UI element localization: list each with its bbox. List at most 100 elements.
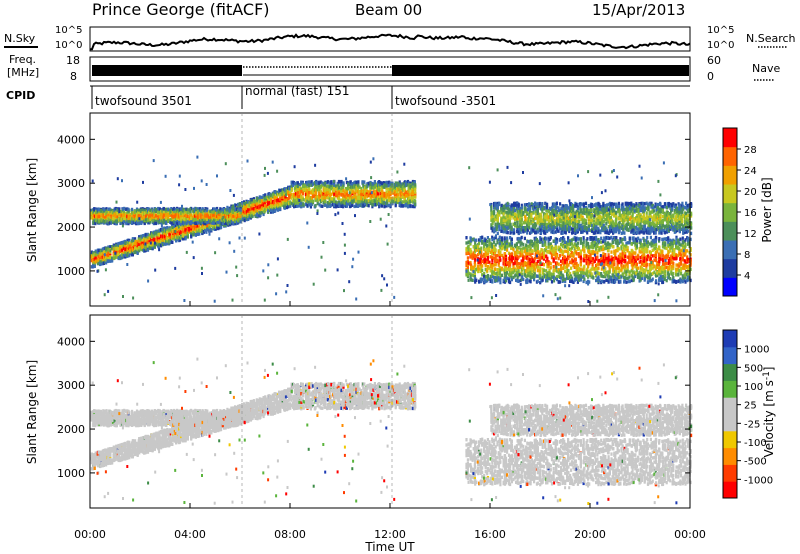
power-cell [128,208,130,211]
power-cell [145,233,147,236]
power-cell [123,207,125,210]
power-cell [465,241,467,244]
power-cell [277,208,279,211]
power-cell [347,199,349,202]
noise-panel: N.Sky 10^5 10^0 10^5 10^0 N.Search [4,25,796,51]
power-cell [409,204,411,207]
power-cell [129,248,131,251]
power-cell [297,185,299,188]
power-cell [163,207,165,210]
power-cell [267,203,269,206]
power-cell [303,198,305,201]
power-cell [145,238,147,241]
power-cell [338,180,340,183]
cpid-seg-3: twofsound -3501 [395,94,496,108]
power-cell [383,202,385,205]
power-cell [400,198,402,201]
power-cell [98,219,100,222]
power-cell [220,226,222,229]
power-cell [312,188,314,191]
freq-panel: Freq. [MHz] 18 8 60 0 Nave [7,53,780,83]
power-cell [107,259,109,262]
power-cell [155,208,157,211]
power-cell [185,228,187,231]
power-cell [359,191,361,194]
noise-right-label: N.Search [746,32,796,45]
power-cell [240,208,242,211]
power-cell [338,186,340,189]
power-cell [232,215,234,218]
power-cell [395,204,397,207]
power-cell [359,186,361,189]
power-cell [414,183,416,186]
power-cell [347,194,349,197]
power-cell [253,212,255,215]
power-cell [359,200,361,203]
power-cell [232,211,234,214]
power-cell [414,188,416,191]
power-echo-cells [91,156,693,303]
power-cell [188,228,190,231]
power-cell [217,227,219,230]
power-cell [340,180,342,183]
power-cell [155,214,157,217]
power-cell [383,194,385,197]
noise-trace [90,35,690,49]
power-cell [187,220,189,223]
power-cell [303,203,305,206]
power-cell [253,203,255,206]
power-cell [187,235,189,238]
power-cell [128,216,130,219]
power-cell [297,195,299,198]
power-cell [347,187,349,190]
date-title: 15/Apr/2013 [592,1,685,19]
power-cell [232,218,234,221]
power-cell [232,222,234,225]
power-cell [129,242,131,245]
noise-right-tick-top: 10^5 [707,25,734,36]
power-cell [144,212,146,215]
power-cell [291,188,293,191]
power-cell [95,260,97,263]
power-cell [357,181,359,184]
power-cell [303,185,305,188]
power-cell [107,254,109,257]
power-cell [124,248,126,251]
power-cell [374,199,376,202]
power-cell [240,220,242,223]
freq-label-line2: [MHz] [7,66,39,79]
noise-left-tick-top: 10^5 [55,25,82,36]
power-cell [124,254,126,257]
power-cell [190,221,192,224]
power-cell [244,208,246,211]
power-cell [165,221,167,224]
freq-label-line1: Freq. [9,53,36,66]
power-cell [383,205,385,208]
power-cell [206,228,208,231]
power-cell [383,184,385,187]
power-cell [297,188,299,191]
power-cell [145,246,147,249]
power-cell [312,200,314,203]
power-cell [352,196,354,199]
power-cell [324,200,326,203]
cpid-panel: CPID twofsound 3501 normal (fast) 151 tw… [6,84,690,109]
cpid-seg-2: normal (fast) 151 [245,84,349,98]
power-cell [314,204,316,207]
power-cell [95,253,97,256]
power-cell [94,265,96,268]
power-cell [409,196,411,199]
power-cell [131,208,133,211]
power-cell [363,180,365,183]
power-cell [279,207,281,210]
power-cell [414,195,416,198]
freq-bar-seg1 [92,65,242,76]
power-cell [213,222,215,225]
power-cell [297,191,299,194]
power-cell [187,211,189,214]
power-cell [351,204,353,207]
power-cell [414,190,416,193]
power-cell [187,215,189,218]
station-title: Prince George (fitACF) [92,0,270,19]
power-cell [138,214,140,217]
